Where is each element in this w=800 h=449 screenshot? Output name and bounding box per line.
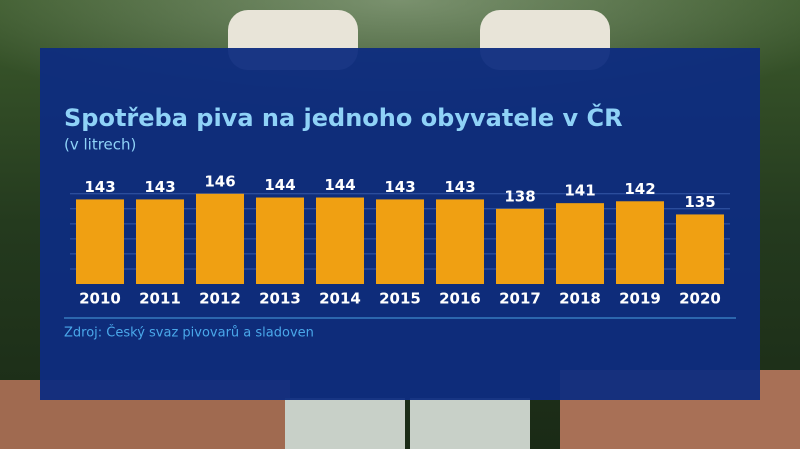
x-tick-label: 2017 (499, 290, 541, 308)
x-tick-label: 2015 (379, 290, 421, 308)
bar (196, 193, 244, 284)
value-label: 146 (204, 172, 235, 190)
x-tick-label: 2016 (439, 290, 481, 308)
value-label: 138 (504, 187, 535, 205)
value-label: 144 (324, 176, 355, 194)
x-tick-label: 2014 (319, 290, 361, 308)
x-tick-label: 2010 (79, 290, 121, 308)
glass-bottom-right (410, 398, 530, 449)
value-label: 143 (84, 178, 115, 196)
bar (676, 214, 724, 284)
x-tick-label: 2011 (139, 290, 181, 308)
bar (136, 199, 184, 284)
value-label: 135 (684, 193, 715, 211)
value-label: 142 (624, 180, 655, 198)
value-label: 144 (264, 176, 295, 194)
bar (76, 199, 124, 284)
x-tick-label: 2012 (199, 290, 241, 308)
value-label: 141 (564, 182, 595, 200)
bar (316, 197, 364, 284)
value-label: 143 (144, 178, 175, 196)
x-tick-label: 2018 (559, 290, 601, 308)
bar (376, 199, 424, 284)
value-label: 143 (384, 178, 415, 196)
chart-subtitle: (v litrech) (64, 136, 136, 154)
chart-title: Spotřeba piva na jednoho obyvatele v ČR (64, 102, 623, 132)
x-tick-label: 2019 (619, 290, 661, 308)
bar (436, 199, 484, 284)
x-tick-label: 2013 (259, 290, 301, 308)
bar (556, 203, 604, 284)
bar (256, 197, 304, 284)
source: Zdroj: Český svaz pivovarů a sladoven (64, 325, 314, 341)
value-label: 143 (444, 178, 475, 196)
glass-bottom-left (285, 398, 405, 449)
bar (496, 208, 544, 284)
x-tick-label: 2020 (679, 290, 721, 308)
bar (616, 201, 664, 284)
